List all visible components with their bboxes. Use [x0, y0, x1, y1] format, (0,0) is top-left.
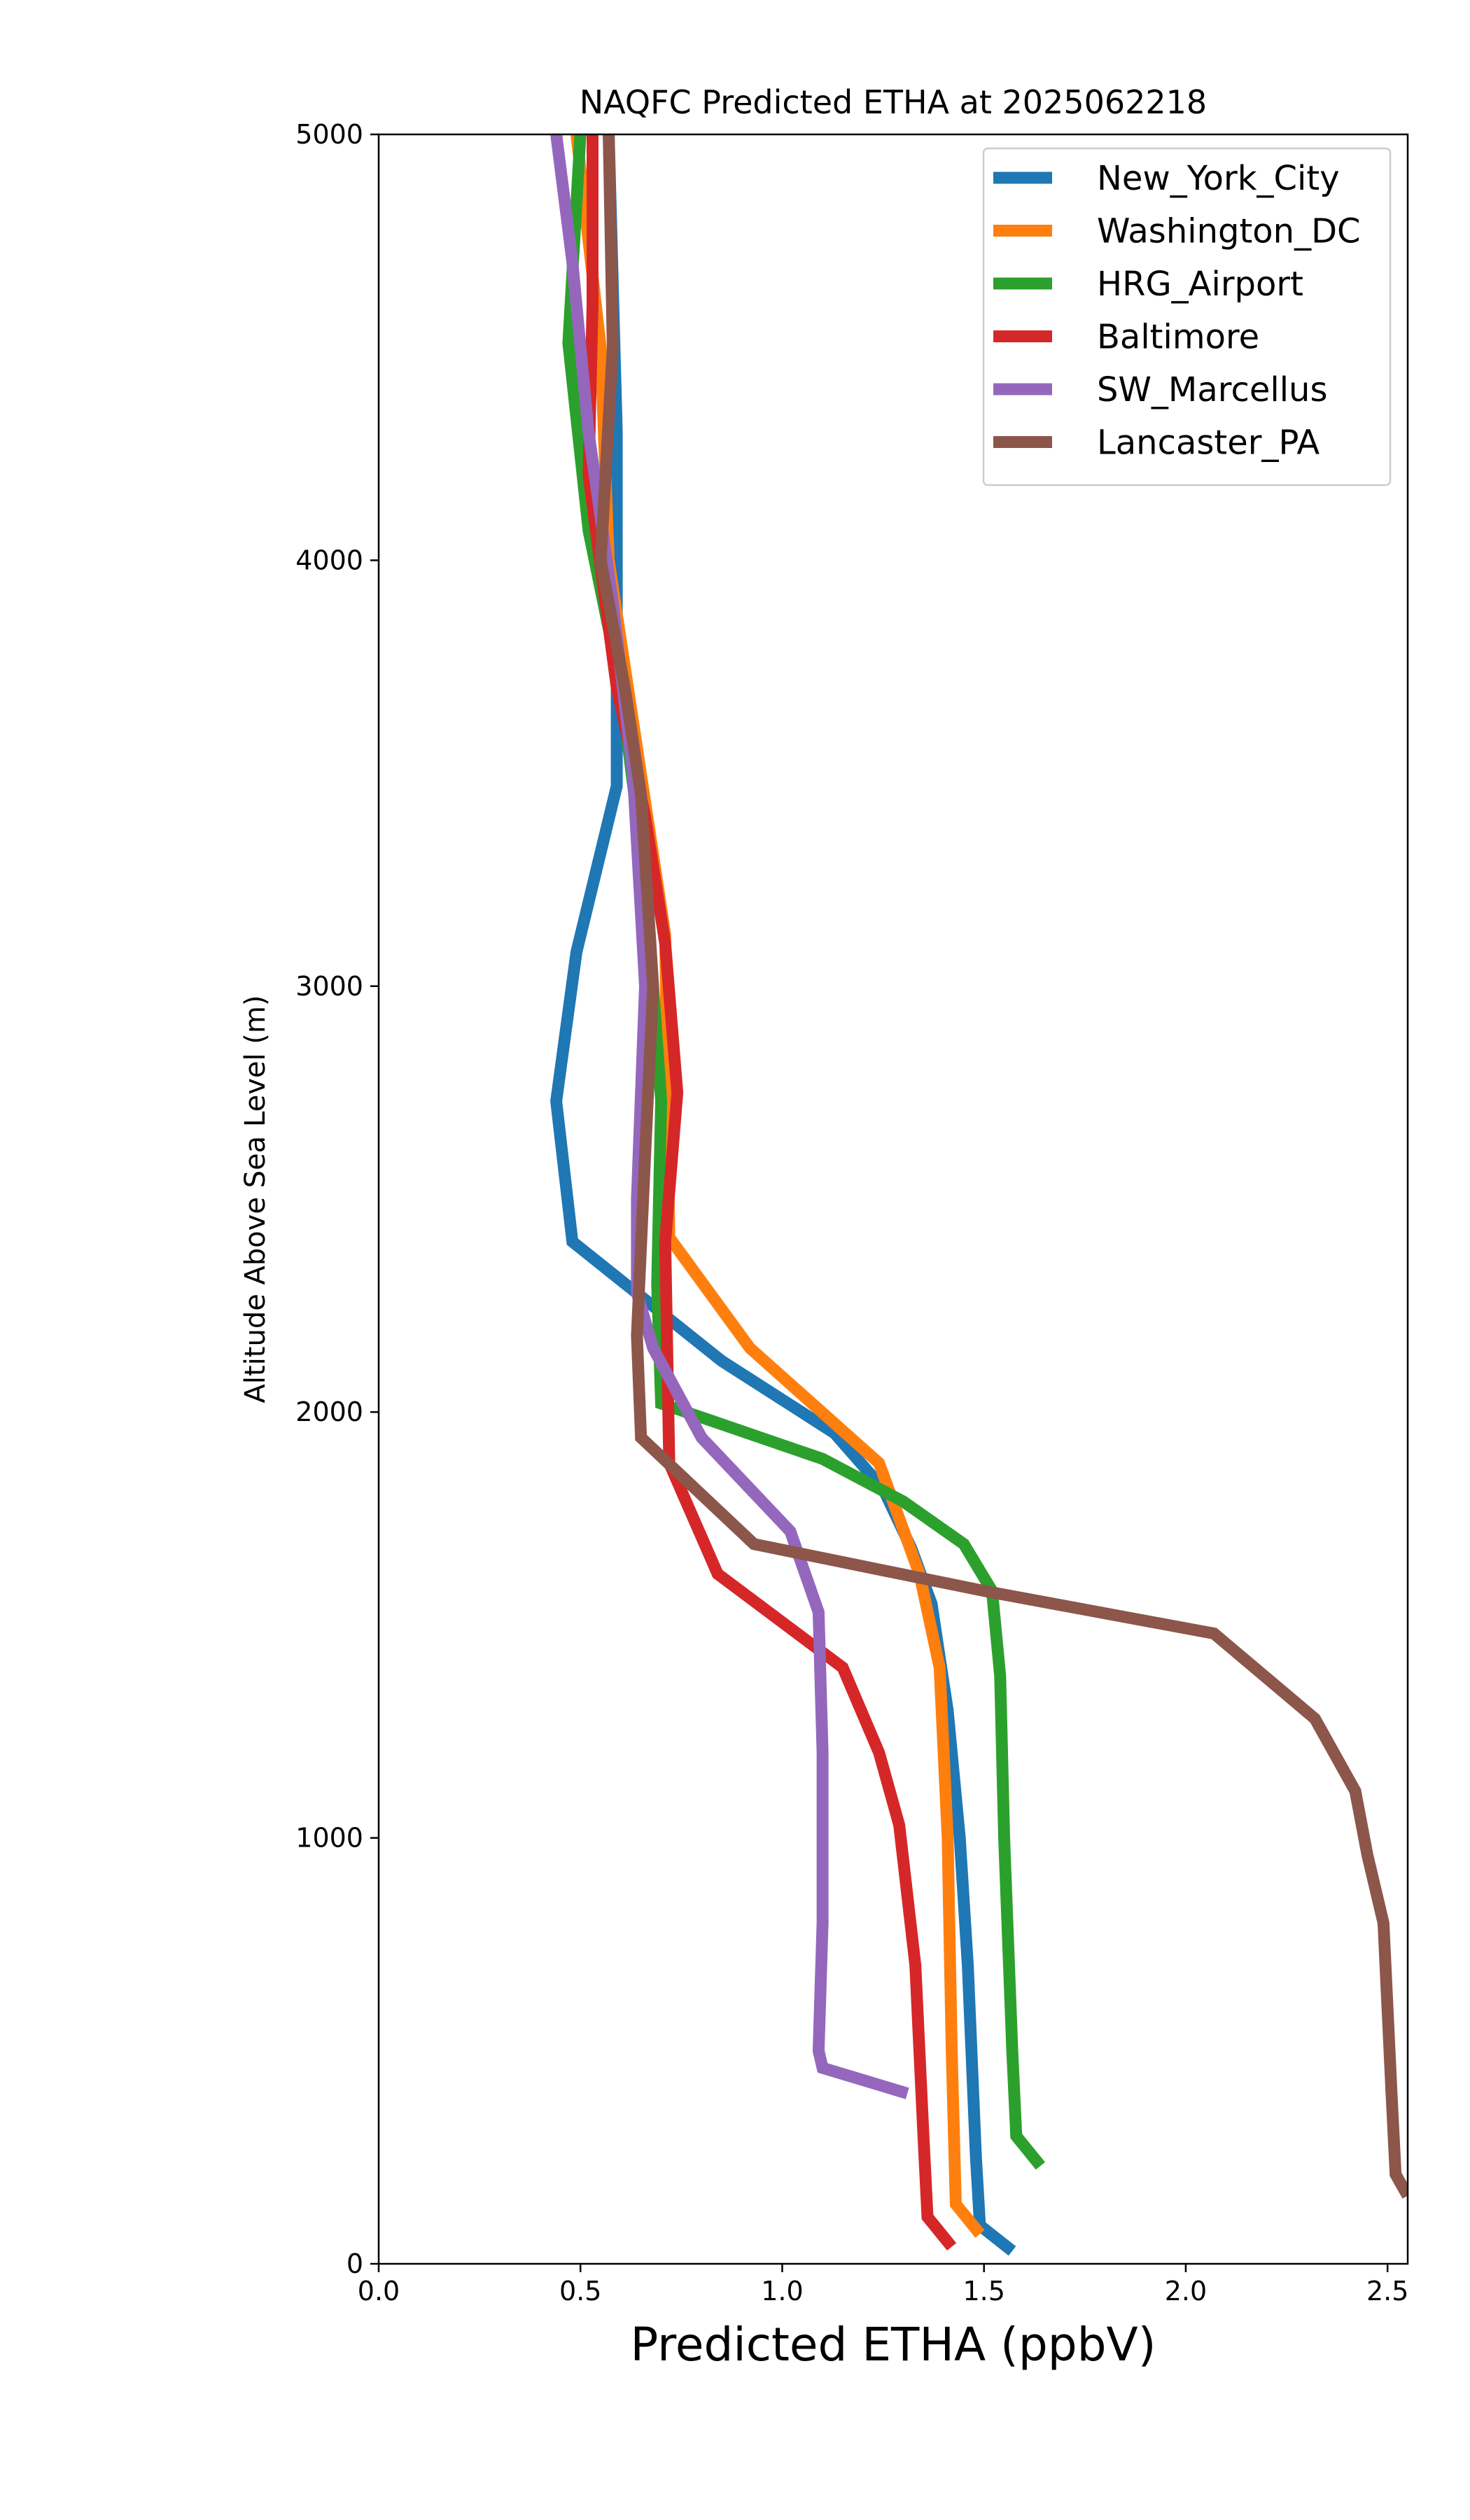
y-tick-label: 3000 — [295, 971, 363, 1002]
chart-title: NAQFC Predicted ETHA at 2025062218 — [580, 83, 1207, 121]
plot-frame — [377, 133, 1409, 2265]
y-axis-label: Altitude Above Sea Level (m) — [239, 995, 272, 1404]
x-tick-label: 2.0 — [1165, 2276, 1207, 2306]
legend-label: New_York_City — [1097, 159, 1340, 198]
y-axis: 0 1000 2000 3000 4000 5000 — [295, 119, 379, 2279]
legend-label: Lancaster_PA — [1097, 424, 1320, 463]
x-tick-label: 0.5 — [559, 2276, 601, 2306]
legend-label: Baltimore — [1097, 318, 1259, 357]
y-tick-label: 2000 — [295, 1396, 363, 1427]
x-axis-label: Predicted ETHA (ppbV) — [631, 2318, 1156, 2372]
y-tick-label: 4000 — [295, 545, 363, 575]
x-axis: 0.0 0.5 1.0 1.5 2.0 2.5 — [358, 2264, 1408, 2306]
legend: New_York_City Washington_DC HRG_Airport Bal… — [982, 147, 1392, 486]
x-tick-label: 1.0 — [761, 2276, 803, 2306]
legend-label: SW_Marcellus — [1097, 370, 1327, 410]
y-tick-label: 0 — [346, 2248, 363, 2279]
y-tick-label: 5000 — [295, 119, 363, 150]
legend-label: Washington_DC — [1097, 212, 1361, 251]
x-tick-label: 1.5 — [962, 2276, 1004, 2306]
x-tick-label: 2.5 — [1366, 2276, 1408, 2306]
legend-box — [982, 147, 1392, 486]
series-layer — [550, 134, 1408, 2256]
legend-label: HRG_Airport — [1097, 265, 1303, 304]
y-tick-label: 1000 — [295, 1823, 363, 1854]
x-tick-label: 0.0 — [358, 2276, 400, 2306]
series-line-lancaster-pa — [594, 134, 1408, 2199]
